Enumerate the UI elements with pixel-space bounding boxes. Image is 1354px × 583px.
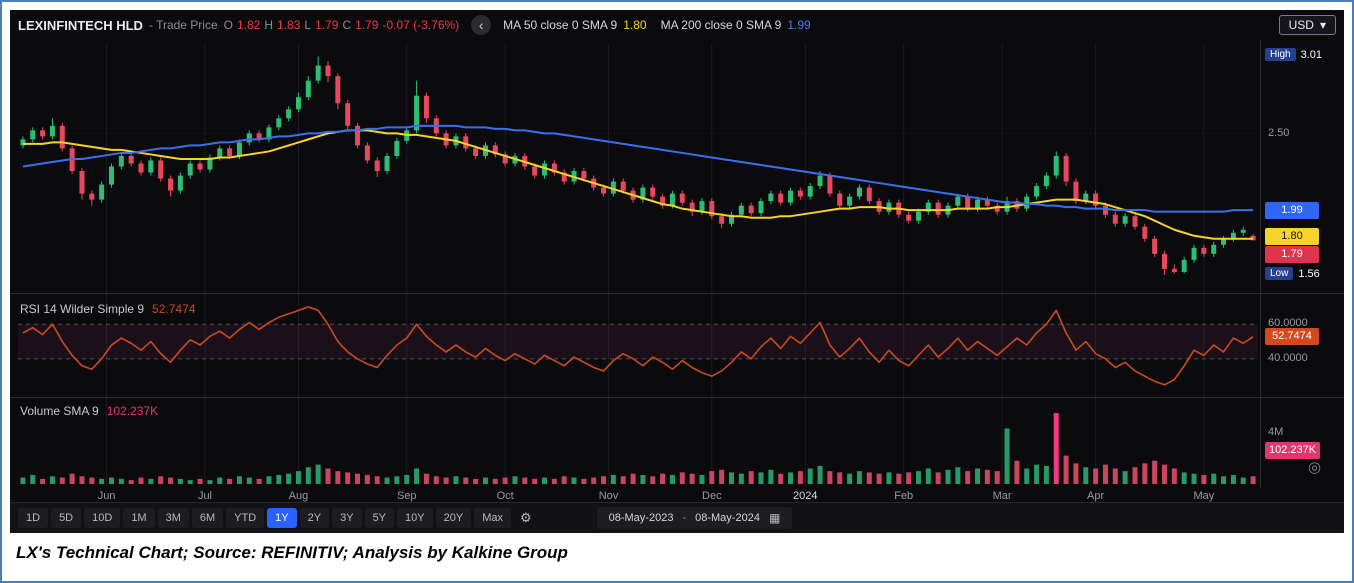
- range-button-1d[interactable]: 1D: [18, 508, 49, 528]
- chart-canvas[interactable]: Jun Jul Aug Sep Oct Nov Dec 2024 Feb Mar Apr May: [10, 40, 1344, 502]
- range-button-1m[interactable]: 1M: [123, 508, 155, 528]
- chart-header: LEXINFINTECH HLD - Trade Price O 1.82 H …: [10, 10, 1344, 40]
- date-range-picker[interactable]: 08-May-2023 - 08-May-2024 ▦: [596, 507, 793, 529]
- rsi-panel-title: RSI 14 Wilder Simple 9 52.7474: [20, 302, 195, 316]
- low-value: 1.79: [315, 18, 339, 32]
- range-button-2y[interactable]: 2Y: [299, 508, 330, 528]
- ma50-legend-label: MA 50 close 0 SMA 9: [503, 18, 618, 32]
- change-value: -0.07 (-3.76%): [382, 18, 460, 32]
- range-button-6m[interactable]: 6M: [191, 508, 224, 528]
- date-dash: -: [682, 512, 687, 524]
- open-label: O: [223, 18, 233, 32]
- low-tag: Low: [1265, 267, 1294, 280]
- range-button-1y[interactable]: 1Y: [267, 508, 297, 528]
- last-price-badge: 1.79: [1265, 246, 1319, 263]
- chart-caption: LX's Technical Chart; Source: REFINITIV;…: [16, 542, 568, 562]
- close-label: C: [342, 18, 352, 32]
- chart-area: Jun Jul Aug Sep Oct Nov Dec 2024 Feb Mar Apr May Hi…: [10, 40, 1344, 502]
- series-type-label: - Trade Price: [148, 18, 218, 32]
- axis-high-row: High 3.01: [1265, 48, 1322, 61]
- range-button-10y[interactable]: 10Y: [397, 508, 433, 528]
- rsi-lower-tick: 40.0000: [1268, 352, 1308, 364]
- chart-terminal: LEXINFINTECH HLD - Trade Price O 1.82 H …: [10, 10, 1344, 533]
- calendar-icon: ▦: [768, 511, 781, 525]
- open-value: 1.82: [237, 18, 261, 32]
- gear-icon: ⚙: [519, 510, 532, 525]
- rsi-title-value: 52.7474: [152, 302, 196, 316]
- ohlc-readout: O 1.82 H 1.83 L 1.79 C 1.79 -0.07 (-3.76…: [224, 18, 460, 32]
- svg-text:Apr: Apr: [1087, 490, 1104, 502]
- high-price: 3.01: [1300, 48, 1322, 61]
- axis-tick-250: 2.50: [1268, 127, 1290, 139]
- svg-text:Oct: Oct: [497, 490, 514, 502]
- high-tag: High: [1265, 48, 1296, 61]
- svg-text:Nov: Nov: [599, 490, 619, 502]
- volume-panel-title: Volume SMA 9 102.237K: [20, 404, 158, 418]
- volume-title-label: Volume SMA 9: [20, 404, 99, 418]
- svg-text:Jul: Jul: [198, 490, 212, 502]
- range-button-ytd[interactable]: YTD: [226, 508, 265, 528]
- range-button-3m[interactable]: 3M: [157, 508, 189, 528]
- svg-text:Dec: Dec: [702, 490, 722, 502]
- range-buttons: 1D 5D 10D 1M 3M 6M YTD 1Y 2Y 3Y 5Y 10Y 20Y Max: [18, 508, 511, 528]
- rsi-value-badge: 52.7474: [1265, 328, 1319, 345]
- symbol-name: LEXINFINTECH HLD: [18, 17, 143, 33]
- range-button-max[interactable]: Max: [474, 508, 511, 528]
- target-icon: ◎: [1308, 459, 1322, 476]
- range-button-10d[interactable]: 10D: [84, 508, 121, 528]
- chevron-down-icon: ▾: [1319, 18, 1326, 32]
- low-price: 1.56: [1298, 267, 1320, 280]
- volume-grid-tick: 4M: [1268, 426, 1284, 438]
- rsi-upper-tick: 60.0000: [1268, 317, 1308, 329]
- currency-value: USD: [1288, 18, 1314, 32]
- date-to-value: 08-May-2024: [695, 512, 760, 524]
- chart-settings-button[interactable]: ⚙: [514, 508, 538, 528]
- svg-text:Jun: Jun: [98, 490, 116, 502]
- volume-title-value: 102.237K: [106, 404, 159, 418]
- high-label: H: [264, 18, 274, 32]
- axis-low-row: Low 1.56: [1265, 267, 1320, 280]
- range-button-3y[interactable]: 3Y: [332, 508, 362, 528]
- currency-selector[interactable]: USD ▾: [1278, 15, 1336, 35]
- ma50-legend-value: 1.80: [623, 18, 647, 32]
- chevron-left-icon: ‹: [478, 17, 484, 33]
- scroll-to-recent-button[interactable]: ◎: [1308, 458, 1321, 476]
- ma200-legend-label: MA 200 close 0 SMA 9: [660, 18, 782, 32]
- range-button-20y[interactable]: 20Y: [435, 508, 472, 528]
- range-toolbar: 1D 5D 10D 1M 3M 6M YTD 1Y 2Y 3Y 5Y 10Y 20Y Max ⚙ 08-M…: [10, 502, 1344, 533]
- volume-sma-badge: 102.237K: [1265, 442, 1321, 459]
- ma200-price-badge: 1.99: [1265, 202, 1319, 219]
- close-value: 1.79: [355, 18, 379, 32]
- svg-text:Aug: Aug: [289, 490, 309, 502]
- range-button-5y[interactable]: 5Y: [364, 508, 395, 528]
- date-from-value: 08-May-2023: [608, 512, 674, 524]
- svg-text:Sep: Sep: [397, 490, 417, 502]
- svg-text:Mar: Mar: [993, 490, 1012, 502]
- ma50-price-badge: 1.80: [1265, 228, 1319, 245]
- range-button-5d[interactable]: 5D: [51, 508, 82, 528]
- collapse-legend-button[interactable]: ‹: [471, 15, 492, 35]
- svg-text:Feb: Feb: [894, 490, 913, 502]
- svg-text:May: May: [1193, 490, 1214, 502]
- svg-text:2024: 2024: [793, 490, 817, 502]
- ma200-legend-value: 1.99: [787, 18, 811, 32]
- rsi-title-label: RSI 14 Wilder Simple 9: [20, 302, 145, 316]
- low-label: L: [304, 18, 312, 32]
- high-value: 1.83: [277, 18, 301, 32]
